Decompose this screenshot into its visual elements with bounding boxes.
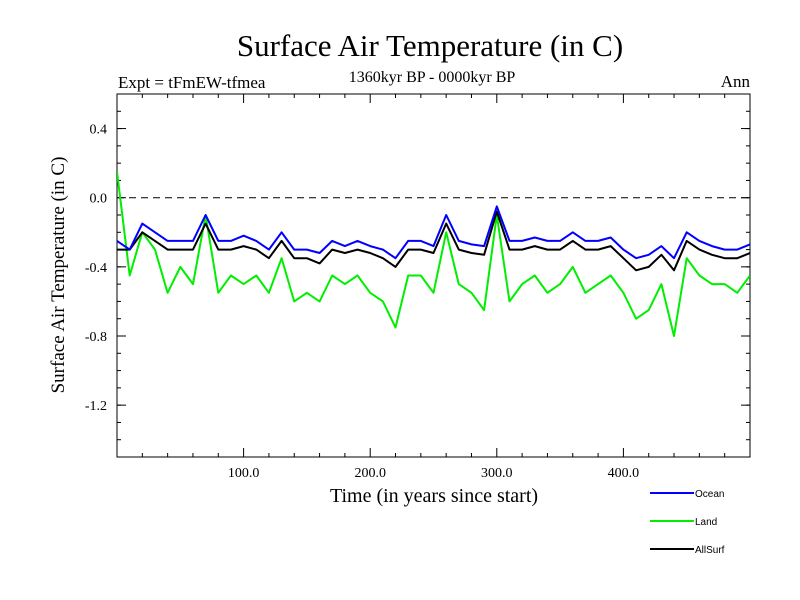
chart-title: Surface Air Temperature (in C)	[237, 28, 623, 63]
x-tick-label: 400.0	[608, 466, 640, 481]
chart-subtitle: 1360kyr BP - 0000kyr BP	[349, 69, 516, 86]
legend: Ocean Land AllSurf	[650, 489, 725, 556]
legend-label-ocean: Ocean	[695, 489, 724, 500]
y-tick-label: -1.2	[85, 399, 107, 414]
x-tick-label: 100.0	[228, 466, 260, 481]
x-tick-label: 200.0	[354, 466, 386, 481]
experiment-label: Expt = tFmEW-tfmea	[118, 73, 266, 92]
x-tick-label: 300.0	[481, 466, 513, 481]
y-tick-label: 0.0	[90, 192, 108, 207]
x-axis-label: Time (in years since start)	[330, 485, 538, 507]
y-tick-label: -0.4	[85, 261, 107, 276]
season-label: Ann	[721, 72, 751, 91]
series-line-allsurf	[117, 210, 750, 272]
axis-tick-labels: 0.4 0.0 -0.4 -0.8 -1.2 100.0 200.0 300.0 400.0	[85, 123, 639, 481]
series-layer	[117, 171, 750, 337]
series-line-ocean	[117, 205, 750, 260]
y-tick-label: 0.4	[90, 123, 108, 138]
series-line-land	[117, 171, 750, 337]
legend-label-land: Land	[695, 517, 717, 528]
legend-label-allsurf: AllSurf	[695, 545, 725, 556]
y-axis-label: Surface Air Temperature (in C)	[48, 157, 69, 394]
y-tick-label: -0.8	[85, 330, 107, 345]
